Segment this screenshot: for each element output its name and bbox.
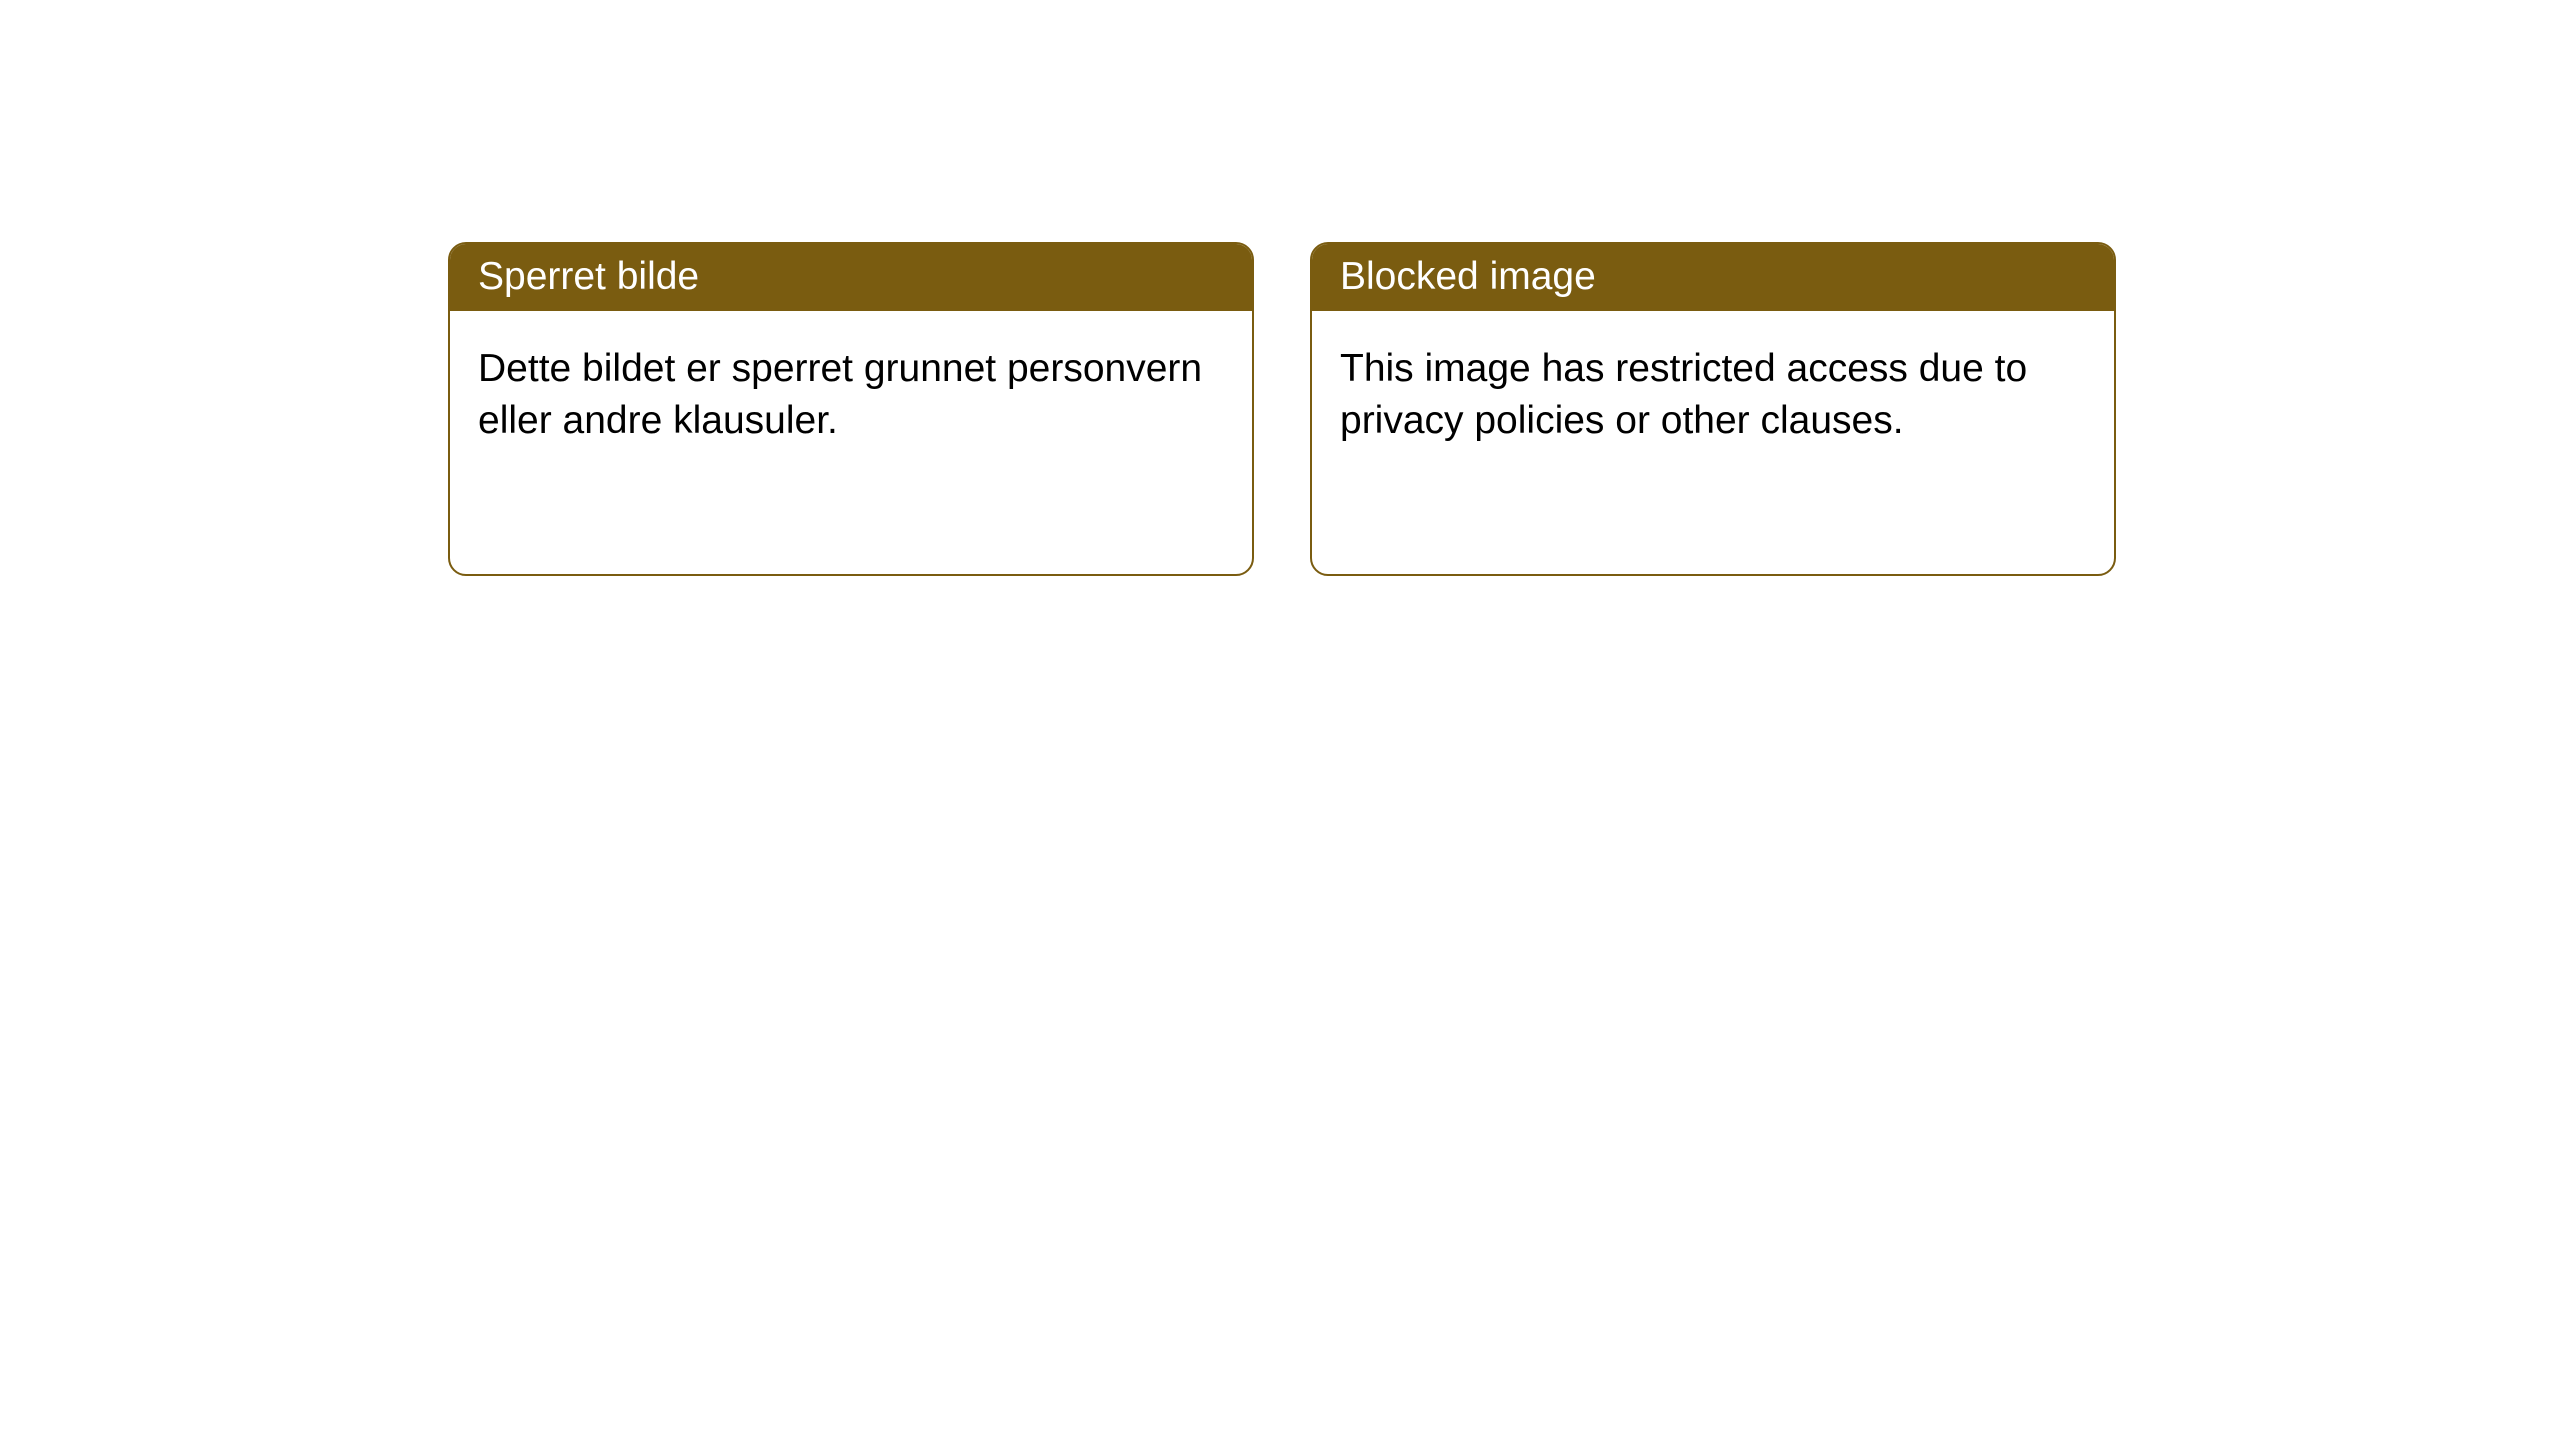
notice-header-english: Blocked image: [1312, 244, 2114, 311]
notice-header-norwegian: Sperret bilde: [450, 244, 1252, 311]
notice-body-norwegian: Dette bildet er sperret grunnet personve…: [450, 311, 1252, 480]
notice-card-english: Blocked image This image has restricted …: [1310, 242, 2116, 576]
notice-container: Sperret bilde Dette bildet er sperret gr…: [0, 0, 2560, 576]
notice-body-english: This image has restricted access due to …: [1312, 311, 2114, 480]
notice-card-norwegian: Sperret bilde Dette bildet er sperret gr…: [448, 242, 1254, 576]
